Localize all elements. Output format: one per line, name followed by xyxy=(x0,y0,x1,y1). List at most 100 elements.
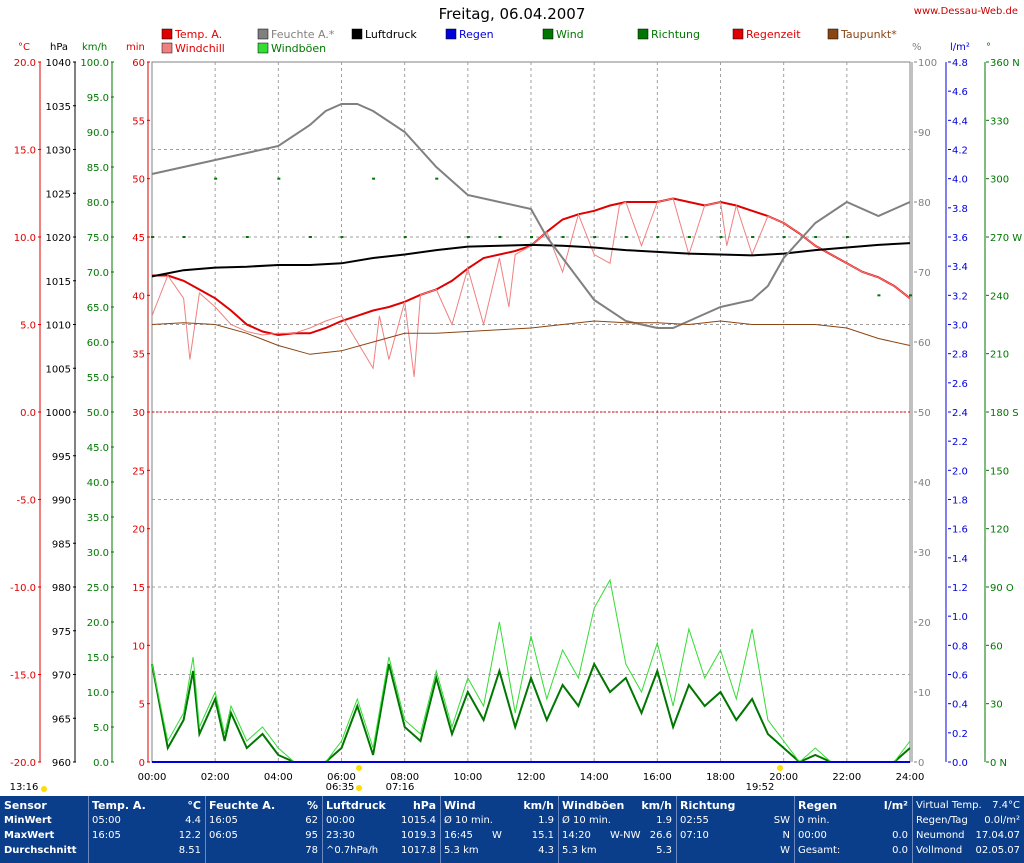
stats-cell-left: MinWert xyxy=(4,815,52,826)
stats-column: Feuchte A.% 16:05 62 06:05 95 78 xyxy=(205,796,323,863)
statistics-table: Sensor MinWert MaxWert Durchschnitt Temp. A.… xyxy=(0,796,1024,863)
kmh-tick-label: 95.0 xyxy=(87,93,109,104)
stats-cell-left: 02:55 xyxy=(680,815,709,826)
time-tick-label: 18:00 xyxy=(706,772,735,783)
stats-header: Sensor xyxy=(4,798,84,813)
time-tick-label: 12:00 xyxy=(517,772,546,783)
series-richtung-point xyxy=(340,236,344,238)
stats-cell-left: 16:45 xyxy=(444,830,473,841)
stats-cell-right: 1017.8 xyxy=(401,845,436,856)
temp-tick-label: 0.0 xyxy=(20,408,36,419)
stats-column: Luftdruck hPa 00:00 1015.4 23:30 1019.3 ^0.7hP… xyxy=(322,796,441,863)
stats-cell-left: Vollmond xyxy=(916,845,963,856)
pct-tick-label: 70 xyxy=(918,268,931,279)
hpa-tick-label: 1035 xyxy=(46,102,71,113)
hpa-tick-label: 975 xyxy=(52,627,71,638)
sun-marker xyxy=(41,786,47,792)
series-richtung-point xyxy=(372,177,376,180)
stats-column: Virtual Temp. 7.4°C Regen/Tag 0.0l/m² Neumon… xyxy=(912,796,1024,863)
stats-cell-right: 95 xyxy=(305,830,318,841)
series-richtung-point xyxy=(751,236,755,238)
pct-tick-label: 90 xyxy=(918,128,931,139)
stats-cell-right: % xyxy=(306,799,318,812)
site-link[interactable]: www.Dessau-Web.de xyxy=(913,6,1018,17)
temp-tick-label: -10.0 xyxy=(10,583,36,594)
series-richtung-point xyxy=(245,236,249,238)
axis-unit-label: % xyxy=(912,42,922,53)
hpa-tick-label: 1005 xyxy=(46,364,71,375)
stats-cell-right: W xyxy=(780,845,790,856)
legend-label: Regen xyxy=(459,28,494,41)
stats-cell-right: 0.0 xyxy=(892,845,908,856)
legend-label: Windchill xyxy=(175,42,225,55)
pct-tick-label: 50 xyxy=(918,408,931,419)
temp-tick-label: 10.0 xyxy=(14,233,36,244)
stats-row: 14:20 W-NW 26.6 xyxy=(562,828,672,843)
stats-column: Windböen km/h Ø 10 min. 1.9 14:20 W-NW 26.6 5.3… xyxy=(558,796,677,863)
dir-tick-label: 330 xyxy=(990,116,1009,127)
stats-cell-right: 4.4 xyxy=(185,815,201,826)
hpa-tick-label: 1040 xyxy=(46,58,71,69)
temp-tick-label: 15.0 xyxy=(14,146,36,157)
axis-unit-label: min xyxy=(126,42,145,53)
kmh-tick-label: 90.0 xyxy=(87,128,109,139)
stats-cell-left: Windböen xyxy=(562,799,625,812)
stats-cell-right: 1.9 xyxy=(656,815,672,826)
rain-tick-label: 1.0 xyxy=(952,612,968,623)
stats-cell-left: Regen xyxy=(798,799,838,812)
series-richtung-point xyxy=(719,236,723,238)
min-tick-label: 55 xyxy=(132,116,145,127)
min-tick-label: 25 xyxy=(132,466,145,477)
time-tick-label: 02:00 xyxy=(201,772,230,783)
stats-cell-left: 16:05 xyxy=(209,815,238,826)
legend-label: Wind xyxy=(556,28,584,41)
stats-cell-left: Temp. A. xyxy=(92,799,146,812)
legend-swatch xyxy=(257,42,269,54)
sun-time-label: 13:16 xyxy=(10,782,39,793)
series-richtung-point xyxy=(498,236,502,238)
axis-unit-label: hPa xyxy=(50,42,68,53)
rain-tick-label: 3.8 xyxy=(952,204,968,215)
sun-time-label: 07:16 xyxy=(386,782,415,793)
stats-row: 16:05 62 xyxy=(209,813,318,828)
stats-cell-left: Wind xyxy=(444,799,476,812)
pct-tick-label: 40 xyxy=(918,478,931,489)
series-richtung-point xyxy=(561,236,565,238)
stats-cell-right: 02.05.07 xyxy=(975,845,1020,856)
series-richtung-point xyxy=(877,294,881,297)
axis-unit-label: °C xyxy=(18,42,30,53)
stats-row: 5.3 km 5.3 xyxy=(562,843,672,858)
series-feuchte-a-line xyxy=(151,103,911,329)
stats-cell-right: N xyxy=(782,830,790,841)
sun-marker xyxy=(356,765,362,771)
hpa-tick-label: 985 xyxy=(52,539,71,550)
stats-row: MinWert xyxy=(4,813,84,828)
pct-tick-label: 30 xyxy=(918,548,931,559)
stats-row: 5.3 km 4.3 xyxy=(444,843,554,858)
rain-tick-label: 3.6 xyxy=(952,233,968,244)
axis-unit-label: l/m² xyxy=(950,42,970,53)
pct-tick-label: 80 xyxy=(918,198,931,209)
min-tick-label: 50 xyxy=(132,175,145,186)
legend-swatch xyxy=(445,28,457,40)
hpa-tick-label: 995 xyxy=(52,452,71,463)
time-tick-label: 16:00 xyxy=(643,772,672,783)
hpa-tick-label: 1020 xyxy=(46,233,71,244)
rain-tick-label: 3.2 xyxy=(952,291,968,302)
kmh-tick-label: 10.0 xyxy=(87,688,109,699)
min-tick-label: 10 xyxy=(132,641,145,652)
stats-cell-left: Ø 10 min. xyxy=(444,815,493,826)
time-tick-label: 04:00 xyxy=(264,772,293,783)
rain-tick-label: 4.8 xyxy=(952,58,968,69)
stats-cell-left: 06:05 xyxy=(209,830,238,841)
stats-cell-left: 16:05 xyxy=(92,830,121,841)
stats-row: Ø 10 min. 1.9 xyxy=(562,813,672,828)
stats-cell-left: Sensor xyxy=(4,799,47,812)
stats-cell-left: Ø 10 min. xyxy=(562,815,611,826)
series-richtung-point xyxy=(182,236,186,238)
stats-header: Wind km/h xyxy=(444,798,554,813)
dir-tick-label: 30 xyxy=(990,700,1003,711)
rain-tick-label: 0.2 xyxy=(952,729,968,740)
series-richtung-point xyxy=(530,236,533,238)
series-richtung-point xyxy=(403,236,407,238)
